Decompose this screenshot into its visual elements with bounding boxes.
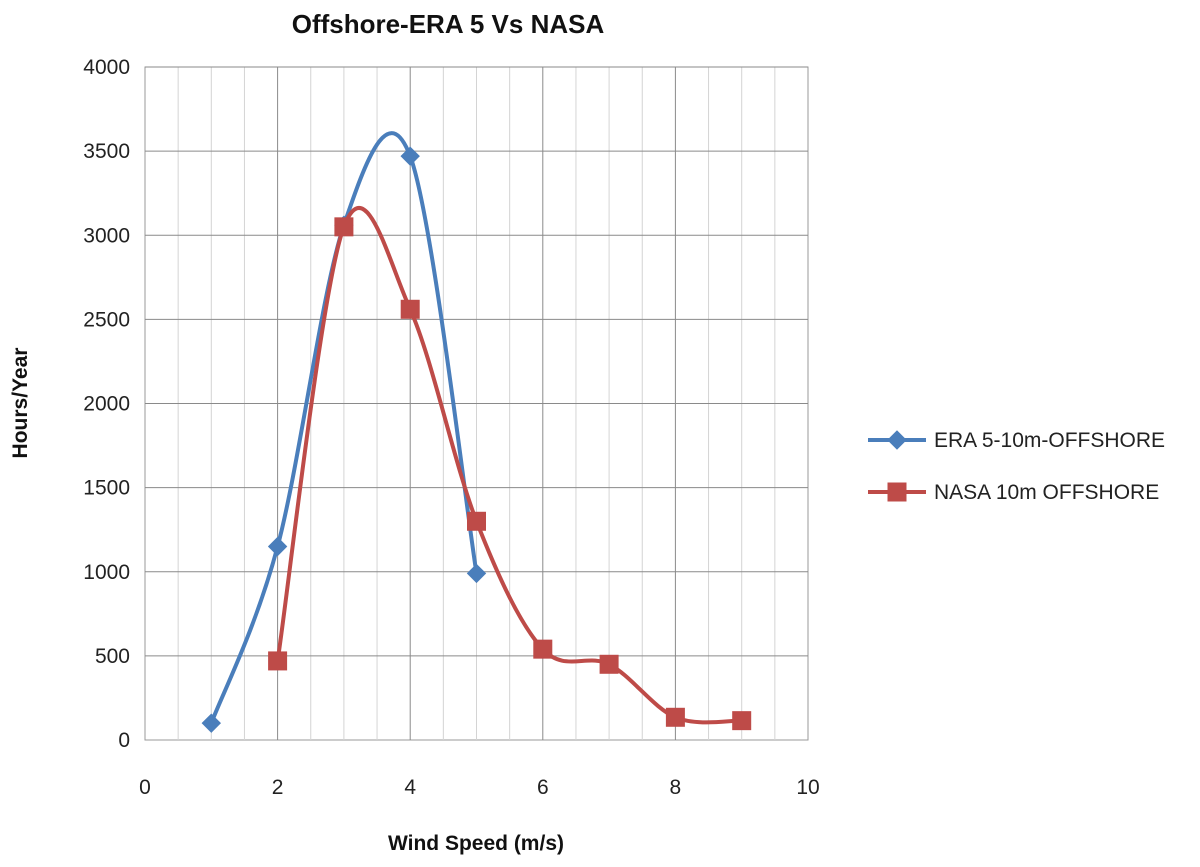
legend-marker — [887, 482, 907, 502]
y-axis-title: Hours/Year — [9, 348, 32, 459]
y-tick-label: 500 — [95, 645, 130, 668]
y-tick-label: 0 — [118, 729, 130, 752]
data-point — [533, 639, 553, 659]
data-point — [400, 146, 420, 166]
legend: ERA 5-10m-OFFSHORE NASA 10m OFFSHORE — [868, 429, 1165, 504]
x-tick-label: 2 — [272, 776, 284, 799]
data-point — [466, 563, 487, 584]
legend-label: ERA 5-10m-OFFSHORE — [934, 429, 1165, 452]
data-point — [665, 707, 685, 727]
legend-label: NASA 10m OFFSHORE — [934, 481, 1159, 504]
y-axis-ticks: 0 500 1000 1500 2000 2500 3000 3500 4000 — [83, 56, 130, 752]
chart-title: Offshore-ERA 5 Vs NASA — [292, 9, 605, 39]
x-tick-label: 8 — [670, 776, 682, 799]
x-tick-label: 0 — [139, 776, 151, 799]
major-gridlines — [145, 66, 808, 740]
y-tick-label: 1500 — [83, 477, 130, 500]
data-point — [268, 651, 288, 671]
y-tick-label: 2500 — [83, 308, 130, 331]
y-tick-label: 3500 — [83, 140, 130, 163]
legend-item: ERA 5-10m-OFFSHORE — [868, 429, 1165, 452]
y-tick-label: 1000 — [83, 561, 130, 584]
y-tick-label: 4000 — [83, 56, 130, 79]
x-tick-label: 4 — [404, 776, 416, 799]
data-point — [467, 511, 486, 531]
x-axis-ticks: 0 2 4 6 8 10 — [139, 776, 820, 799]
data-point — [201, 713, 222, 733]
series-layer — [201, 131, 752, 733]
data-point — [334, 217, 354, 237]
data-point — [400, 299, 420, 319]
y-tick-label: 2000 — [83, 393, 130, 416]
legend-item: NASA 10m OFFSHORE — [868, 481, 1159, 504]
legend-marker — [887, 430, 907, 450]
x-axis-title: Wind Speed (m/s) — [388, 832, 564, 855]
x-tick-label: 10 — [796, 776, 819, 799]
series-line — [275, 206, 744, 725]
series-2 — [268, 206, 752, 731]
y-tick-label: 3000 — [83, 224, 130, 247]
x-tick-label: 6 — [537, 776, 549, 799]
data-point — [732, 711, 752, 731]
data-point — [267, 536, 288, 557]
data-point — [599, 654, 619, 674]
